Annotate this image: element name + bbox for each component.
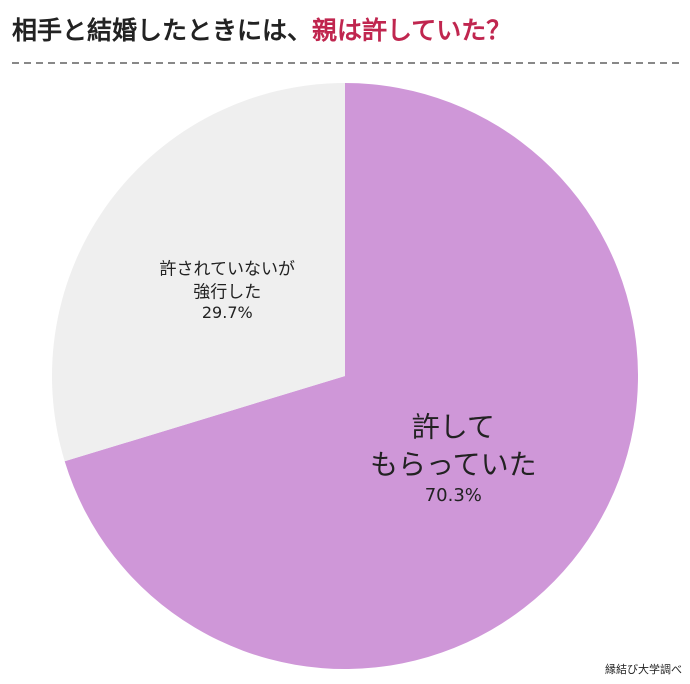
title-part-highlight: 親は許していた？ — [312, 16, 511, 45]
slice-value-label: 29.7% — [202, 303, 253, 322]
title-part: 相手と結婚したときには、 — [12, 16, 312, 45]
chart-title: 相手と結婚したときには、親は許していた？ — [12, 16, 511, 45]
slice-value-label: 70.3% — [425, 485, 482, 506]
pie-slice — [64, 83, 639, 669]
slice-label: 許して — [412, 410, 495, 443]
pie-slice — [52, 83, 346, 462]
slice-label: もらっていた — [370, 448, 537, 481]
slice-label: 強行した — [193, 282, 261, 302]
slice-label: 許されていないが — [160, 259, 296, 279]
source-note: 縁結び大学調べ — [605, 662, 682, 676]
